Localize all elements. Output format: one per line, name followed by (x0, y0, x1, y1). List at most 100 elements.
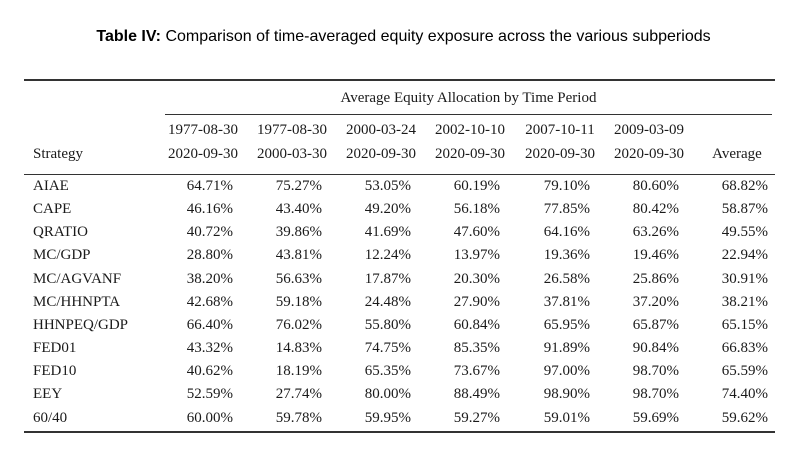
column-header-end: 2020-09-30 (435, 146, 505, 162)
top-rule (24, 79, 775, 81)
allocation-cell: 43.81% (275, 247, 322, 263)
allocation-cell: 13.97% (453, 247, 500, 263)
allocation-cell: 60.19% (453, 178, 500, 194)
average-cell: 68.82% (721, 178, 768, 194)
allocation-cell: 46.16% (186, 201, 233, 217)
allocation-cell: 24.48% (364, 294, 411, 310)
average-cell: 38.21% (721, 294, 768, 310)
allocation-cell: 64.16% (543, 224, 590, 240)
allocation-cell: 91.89% (543, 340, 590, 356)
allocation-cell: 40.62% (186, 363, 233, 379)
stub-header: Strategy (33, 146, 83, 162)
average-cell: 59.62% (721, 410, 768, 426)
table-row: EEY 52.59% 27.74% 80.00% 88.49% 98.90% 98.70% 7… (0, 386, 807, 408)
column-header-end: 2000-03-30 (257, 146, 327, 162)
allocation-cell: 59.95% (364, 410, 411, 426)
column-header-start: 2007-10-11 (525, 122, 595, 138)
allocation-cell: 38.20% (186, 271, 233, 287)
allocation-cell: 47.60% (453, 224, 500, 240)
allocation-cell: 56.18% (453, 201, 500, 217)
column-header-end: 2020-09-30 (525, 146, 595, 162)
allocation-cell: 27.74% (275, 386, 322, 402)
table-caption: Table IV: Comparison of time-averaged eq… (0, 28, 807, 46)
average-cell: 66.83% (721, 340, 768, 356)
allocation-cell: 20.30% (453, 271, 500, 287)
strategy-name: MC/GDP (33, 247, 91, 263)
table-row: 60/40 60.00% 59.78% 59.95% 59.27% 59.01% 59.69… (0, 410, 807, 432)
allocation-cell: 98.70% (632, 386, 679, 402)
allocation-cell: 98.70% (632, 363, 679, 379)
table-row: MC/GDP 28.80% 43.81% 12.24% 13.97% 19.36% 19.4… (0, 247, 807, 269)
strategy-name: FED01 (33, 340, 77, 356)
allocation-cell: 56.63% (275, 271, 322, 287)
allocation-cell: 43.40% (275, 201, 322, 217)
average-cell: 22.94% (721, 247, 768, 263)
allocation-cell: 76.02% (275, 317, 322, 333)
column-header-start: 1977-08-30 (257, 122, 327, 138)
allocation-cell: 60.00% (186, 410, 233, 426)
allocation-cell: 53.05% (364, 178, 411, 194)
group-header: Average Equity Allocation by Time Period (340, 90, 597, 106)
allocation-cell: 90.84% (632, 340, 679, 356)
allocation-cell: 80.00% (364, 386, 411, 402)
average-cell: 65.59% (721, 363, 768, 379)
table-row: HHNPEQ/GDP 66.40% 76.02% 55.80% 60.84% 65.95%… (0, 317, 807, 339)
average-cell: 30.91% (721, 271, 768, 287)
allocation-cell: 65.35% (364, 363, 411, 379)
strategy-name: AIAE (33, 178, 69, 194)
caption-text: Comparison of time-averaged equity expos… (165, 28, 711, 45)
column-header-end: 2020-09-30 (168, 146, 238, 162)
allocation-cell: 63.26% (632, 224, 679, 240)
allocation-cell: 75.27% (275, 178, 322, 194)
allocation-cell: 52.59% (186, 386, 233, 402)
allocation-cell: 49.20% (364, 201, 411, 217)
allocation-cell: 77.85% (543, 201, 590, 217)
table-row: QRATIO 40.72% 39.86% 41.69% 47.60% 64.16% 63.2… (0, 224, 807, 246)
column-headers: Strategy 1977-08-30 2020-09-30 1977-08-30 2… (0, 0, 807, 170)
column-header-average: Average (712, 146, 762, 162)
allocation-cell: 80.60% (632, 178, 679, 194)
table-row: AIAE 64.71% 75.27% 53.05% 60.19% 79.10% 80.60%… (0, 178, 807, 200)
allocation-cell: 98.90% (543, 386, 590, 402)
header-rule (24, 174, 775, 175)
allocation-cell: 66.40% (186, 317, 233, 333)
column-header-end: 2020-09-30 (614, 146, 684, 162)
allocation-cell: 41.69% (364, 224, 411, 240)
column-header-start: 2002-10-10 (435, 122, 505, 138)
allocation-cell: 27.90% (453, 294, 500, 310)
strategy-name: QRATIO (33, 224, 88, 240)
average-cell: 65.15% (721, 317, 768, 333)
allocation-cell: 19.46% (632, 247, 679, 263)
table-row: FED01 43.32% 14.83% 74.75% 85.35% 91.89% 90.84… (0, 340, 807, 362)
allocation-cell: 14.83% (275, 340, 322, 356)
allocation-cell: 74.75% (364, 340, 411, 356)
allocation-cell: 25.86% (632, 271, 679, 287)
allocation-cell: 55.80% (364, 317, 411, 333)
allocation-cell: 37.20% (632, 294, 679, 310)
table-row: MC/AGVANF 38.20% 56.63% 17.87% 20.30% 26.58% 2… (0, 271, 807, 293)
allocation-cell: 59.27% (453, 410, 500, 426)
bottom-rule (24, 431, 775, 433)
allocation-cell: 37.81% (543, 294, 590, 310)
allocation-cell: 12.24% (364, 247, 411, 263)
allocation-cell: 18.19% (275, 363, 322, 379)
allocation-cell: 65.95% (543, 317, 590, 333)
caption-label: Table IV: (96, 28, 161, 45)
allocation-cell: 28.80% (186, 247, 233, 263)
allocation-cell: 97.00% (543, 363, 590, 379)
strategy-name: CAPE (33, 201, 72, 217)
column-header-start: 2009-03-09 (614, 122, 684, 138)
average-cell: 49.55% (721, 224, 768, 240)
allocation-cell: 17.87% (364, 271, 411, 287)
allocation-cell: 64.71% (186, 178, 233, 194)
allocation-cell: 85.35% (453, 340, 500, 356)
table-row: CAPE 46.16% 43.40% 49.20% 56.18% 77.85% 80.42%… (0, 201, 807, 223)
allocation-cell: 80.42% (632, 201, 679, 217)
group-header-rule (165, 114, 772, 115)
allocation-cell: 42.68% (186, 294, 233, 310)
allocation-cell: 79.10% (543, 178, 590, 194)
allocation-cell: 65.87% (632, 317, 679, 333)
column-header-start: 2000-03-24 (346, 122, 416, 138)
column-header-end: 2020-09-30 (346, 146, 416, 162)
strategy-name: FED10 (33, 363, 77, 379)
